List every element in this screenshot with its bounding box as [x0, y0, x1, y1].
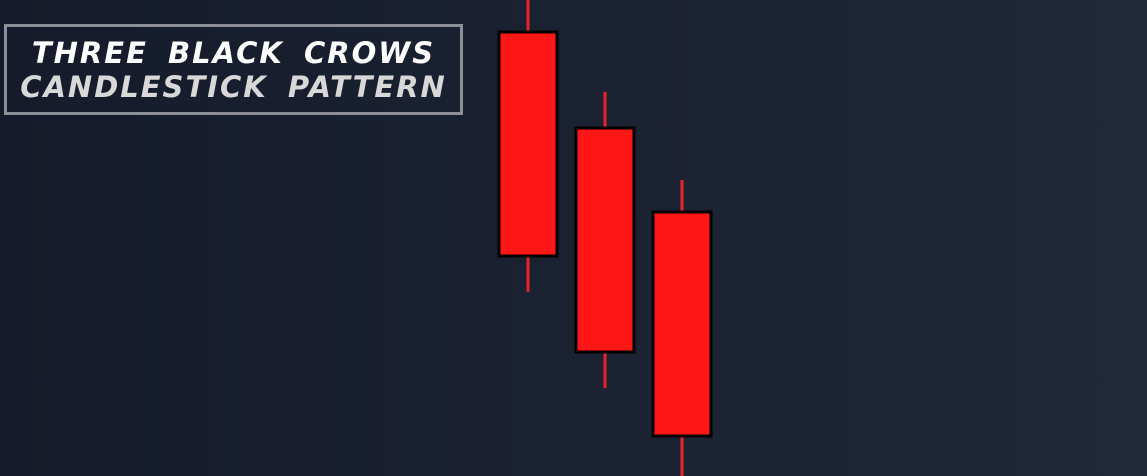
candle-2-body: [574, 126, 636, 354]
pattern-title-box: THREE BLACK CROWS CANDLESTICK PATTERN: [4, 24, 463, 115]
candle-1-body: [497, 30, 559, 258]
candle-3: [651, 180, 713, 476]
candle-2: [574, 92, 636, 388]
pattern-title-line-2: CANDLESTICK PATTERN: [20, 69, 447, 104]
candle-1: [497, 0, 559, 292]
pattern-title-line-1: THREE BLACK CROWS: [31, 35, 436, 70]
candle-3-body: [651, 210, 713, 438]
